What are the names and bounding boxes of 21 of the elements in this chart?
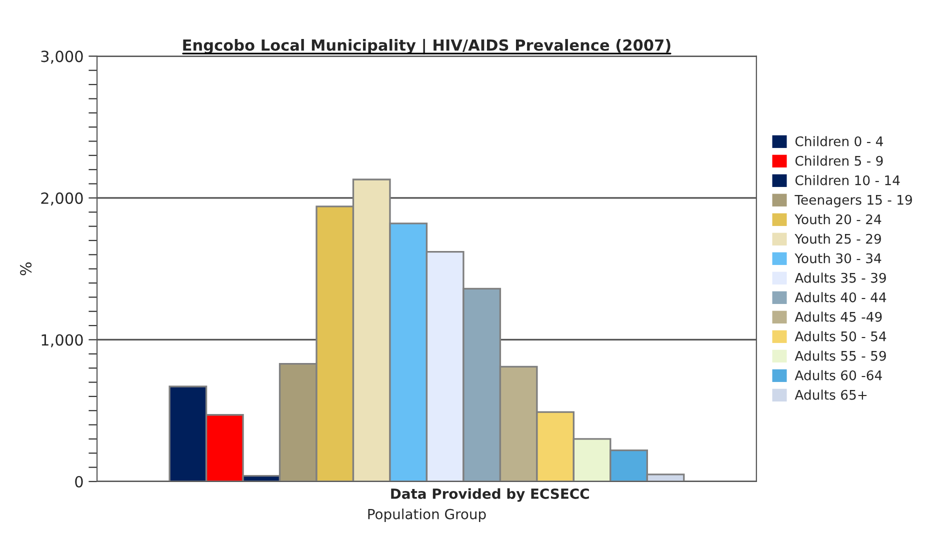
legend-label: Adults 40 - 44 <box>794 292 886 302</box>
legend-label: Adults 35 - 39 <box>794 272 886 283</box>
legend-label: Adults 55 - 59 <box>794 350 886 361</box>
legend-label: Children 0 - 4 <box>795 136 883 146</box>
legend-label: Youth 25 - 29 <box>794 234 881 244</box>
y-tick-label: 2,000 <box>41 192 83 206</box>
legend-label: Youth 30 - 34 <box>794 253 882 264</box>
y-axis-title: % <box>20 262 32 276</box>
y-tick-label: 1,000 <box>42 334 83 348</box>
legend-label: Children 5 - 9 <box>795 156 883 166</box>
y-tick-label: 0 <box>75 476 83 488</box>
legend-label: Adults 45 -49 <box>794 312 882 322</box>
legend-label: Adults 65+ <box>794 390 867 400</box>
legend-label: Children 10 - 14 <box>795 175 900 186</box>
legend-label: Teenagers 15 - 19 <box>794 194 912 208</box>
x-axis-title: Population Group <box>368 508 486 522</box>
legend-label: Adults 60 -64 <box>794 370 882 380</box>
text: Data Provided by ECSECC <box>391 488 589 502</box>
legend-label: Adults 50 - 54 <box>794 331 886 342</box>
legend-label: Youth 20 - 24 <box>794 214 882 224</box>
y-tick-label: 3,000 <box>41 50 83 64</box>
